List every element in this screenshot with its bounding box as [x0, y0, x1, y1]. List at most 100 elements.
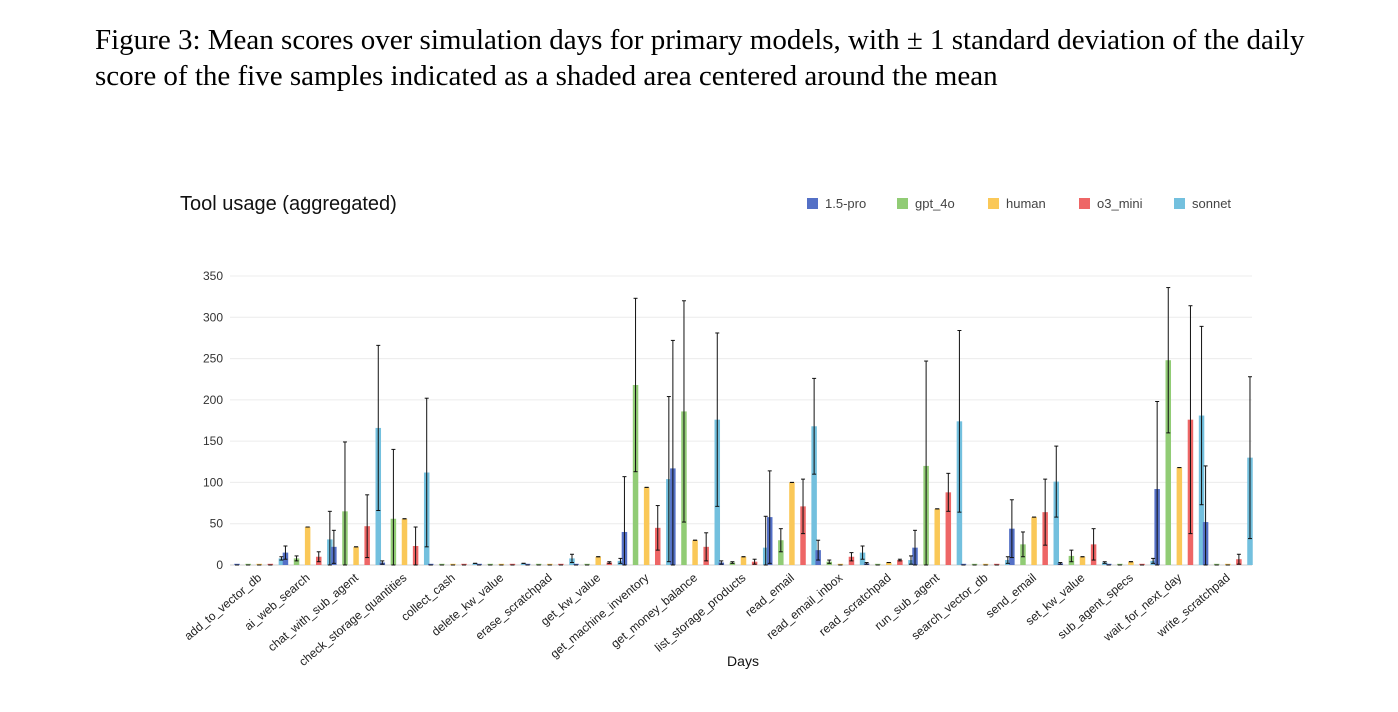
- legend-swatch-1.5-pro: [807, 198, 818, 209]
- error-bar-1.5-pro-send_email: [1009, 499, 1014, 559]
- bar-1.5-pro-erase_scratchpad: [524, 563, 531, 565]
- error-bar-sonnet-chat_with_sub_agent: [376, 344, 381, 512]
- error-bar-gpt_4o-list_storage_products: [730, 561, 735, 564]
- error-bar-1.5-pro-get_money_balance: [670, 339, 675, 566]
- error-bar-sonnet-sub_agent_specs: [1151, 557, 1156, 564]
- bar-1.5-pro-delete_kw_value: [476, 563, 482, 565]
- bar-human-read_scratchpad: [886, 562, 892, 565]
- legend-label-o3_mini: o3_mini: [1097, 196, 1143, 211]
- bar-gpt_4o-collect_cash: [439, 563, 445, 565]
- error-bar-sonnet-run_sub_agent: [957, 329, 962, 513]
- x-tick-label-list_storage_products: list_storage_products: [652, 571, 748, 655]
- legend-swatch-o3_mini: [1079, 198, 1090, 209]
- bar-human-write_scratchpad: [1225, 563, 1231, 565]
- error-bar-1.5-pro-read_email_inbox: [816, 539, 821, 561]
- error-bar-sonnet-get_kw_value: [618, 557, 623, 564]
- error-bar-gpt_4o-send_email: [1020, 531, 1025, 558]
- bar-human-get_machine_inventory: [643, 487, 650, 565]
- bar-gpt_4o-ai_web_search: [293, 558, 300, 565]
- bar-human-check_storage_quantities: [401, 518, 408, 565]
- grid-lines: [230, 275, 1252, 566]
- error-bar-1.5-pro-read_email: [767, 470, 772, 564]
- error-bar-gpt_4o-read_email_inbox: [827, 559, 832, 564]
- error-bar-sonnet-check_storage_quantities: [424, 397, 429, 548]
- legend-label-human: human: [1006, 196, 1046, 211]
- error-bar-1.5-pro-write_scratchpad: [1203, 465, 1208, 566]
- y-tick-label-350: 350: [203, 269, 223, 283]
- bar-human-get_kw_value: [595, 556, 601, 565]
- legend-swatch-gpt_4o: [897, 198, 908, 209]
- y-tick-label-50: 50: [210, 517, 224, 531]
- legend-item-1.5-pro: 1.5-pro: [807, 196, 866, 211]
- error-bar-gpt_4o-read_email: [778, 528, 783, 553]
- error-bar-o3_mini-set_kw_value: [1091, 528, 1096, 561]
- error-bar-gpt_4o-ai_web_search: [294, 555, 299, 562]
- bar-sonnet-delete_kw_value: [520, 563, 527, 565]
- error-bar-sonnet-ai_web_search: [327, 510, 332, 566]
- bar-human-ai_web_search: [304, 527, 311, 565]
- error-bar-sonnet-list_storage_products: [763, 515, 768, 566]
- error-bar-gpt_4o-check_storage_quantities: [391, 448, 396, 566]
- error-bar-gpt_4o-run_sub_agent: [924, 360, 929, 566]
- error-bar-1.5-pro-ai_web_search: [283, 545, 288, 560]
- bar-gpt_4o-read_email: [778, 540, 784, 565]
- error-bar-sonnet-wait_for_next_day: [1199, 325, 1204, 506]
- legend-item-o3_mini: o3_mini: [1079, 196, 1143, 211]
- bar-gpt_4o-erase_scratchpad: [535, 563, 542, 565]
- bar-human-add_to_vector_db: [256, 563, 262, 565]
- error-bar-sonnet-erase_scratchpad: [569, 553, 574, 564]
- bar-human-set_kw_value: [1079, 556, 1086, 565]
- bar-o3_mini-read_email: [800, 506, 806, 565]
- legend-item-human: human: [988, 196, 1046, 211]
- legend-swatch-sonnet: [1174, 198, 1185, 209]
- bar-1.5-pro-collect_cash: [427, 563, 434, 565]
- bar-o3_mini-collect_cash: [461, 563, 467, 565]
- error-bar-1.5-pro-wait_for_next_day: [1155, 401, 1160, 566]
- y-tick-label-100: 100: [203, 475, 223, 489]
- bar-gpt_4o-sub_agent_specs: [1117, 563, 1123, 565]
- bar-gpt_4o-read_scratchpad: [874, 563, 881, 565]
- error-bar-1.5-pro-check_storage_quantities: [380, 560, 385, 565]
- legend-item-sonnet: sonnet: [1174, 196, 1231, 211]
- bar-o3_mini-search_vector_db: [993, 563, 1000, 565]
- legend-label-sonnet: sonnet: [1192, 196, 1231, 211]
- error-bar-gpt_4o-wait_for_next_day: [1166, 287, 1171, 434]
- error-bar-o3_mini-get_money_balance: [704, 532, 709, 562]
- error-bar-1.5-pro-get_machine_inventory: [622, 476, 627, 566]
- error-bar-1.5-pro-chat_with_sub_agent: [331, 529, 336, 564]
- legend-label-gpt_4o: gpt_4o: [915, 196, 955, 211]
- y-tick-label-300: 300: [203, 310, 223, 324]
- error-bar-sonnet-write_scratchpad: [1247, 376, 1252, 540]
- error-bar-gpt_4o-set_kw_value: [1069, 549, 1074, 563]
- bar-gpt_4o-delete_kw_value: [487, 563, 494, 565]
- error-bar-gpt_4o-get_machine_inventory: [633, 297, 638, 473]
- bar-human-erase_scratchpad: [547, 563, 553, 565]
- error-bar-o3_mini-read_email: [801, 478, 806, 535]
- bar-gpt_4o-write_scratchpad: [1213, 563, 1220, 565]
- bar-gpt_4o-get_kw_value: [584, 563, 590, 565]
- bar-human-run_sub_agent: [934, 508, 940, 565]
- bar-human-wait_for_next_day: [1176, 467, 1183, 565]
- bar-human-read_email: [789, 482, 795, 565]
- error-bar-o3_mini-run_sub_agent: [946, 472, 951, 512]
- bar-1.5-pro-sub_agent_specs: [1105, 563, 1112, 565]
- error-bar-o3_mini-get_kw_value: [607, 561, 612, 564]
- bar-human-get_money_balance: [692, 540, 698, 565]
- error-bar-o3_mini-list_storage_products: [752, 558, 757, 565]
- legend-item-gpt_4o: gpt_4o: [897, 196, 955, 211]
- error-bar-o3_mini-wait_for_next_day: [1188, 305, 1193, 535]
- error-bar-sonnet-read_scratchpad: [908, 555, 913, 565]
- error-bar-o3_mini-chat_with_sub_agent: [365, 494, 370, 559]
- bar-human-search_vector_db: [982, 563, 989, 565]
- y-tick-label-0: 0: [216, 558, 223, 572]
- error-bar-1.5-pro-list_storage_products: [719, 560, 724, 565]
- bar-o3_mini-sub_agent_specs: [1139, 563, 1145, 565]
- y-axis: 0 50 100 150 200 250 300 350: [203, 269, 223, 572]
- bar-gpt_4o-wait_for_next_day: [1165, 360, 1172, 565]
- bar-human-chat_with_sub_agent: [353, 546, 359, 565]
- bar-sonnet-read_email: [811, 426, 817, 565]
- error-bar-sonnet-get_machine_inventory: [666, 396, 671, 563]
- y-tick-label-200: 200: [203, 393, 223, 407]
- error-bar-sonnet-set_kw_value: [1102, 561, 1107, 564]
